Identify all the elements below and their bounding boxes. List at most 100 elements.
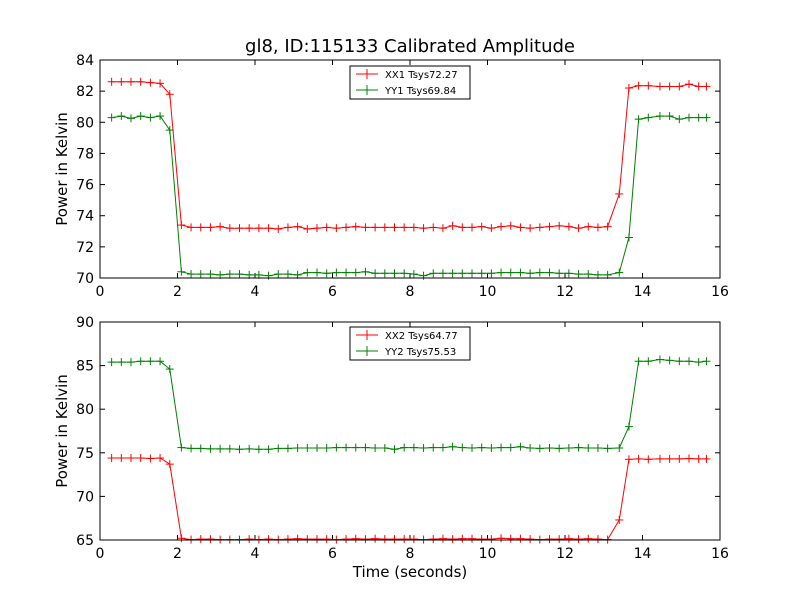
- bottom-chart-series-1-point: [206, 444, 215, 453]
- bottom-chart-series-0-point: [438, 534, 447, 543]
- top-chart-series-0-point: [429, 223, 438, 232]
- top-chart-legend-label-yy1: YY1 Tsys69.84: [384, 86, 456, 97]
- top-chart-series-0-point: [603, 222, 612, 231]
- bottom-chart-ticks: 0 2 4 6 8 10 12 14 16 65 70 75 80 85 90: [76, 315, 729, 562]
- top-chart-xtick-label: 0: [96, 284, 105, 300]
- top-chart-series-1-point: [127, 114, 135, 123]
- top-chart-series-0-point: [555, 221, 564, 230]
- top-chart-series-0-point: [593, 223, 602, 232]
- top-chart-legend-entry-yy1: YY1 Tsys69.84: [356, 85, 456, 97]
- top-chart-series-0-point: [694, 82, 703, 91]
- bottom-chart-series-0-point: [458, 534, 467, 543]
- bottom-chart-series-1-point: [136, 357, 145, 366]
- bottom-chart-series-0-point: [685, 454, 693, 463]
- bottom-chart-series-0-point: [107, 454, 116, 463]
- top-chart-series-0-point: [400, 223, 409, 232]
- bottom-chart-series-1-point: [702, 357, 711, 366]
- top-chart-series-1-point: [694, 113, 703, 122]
- bottom-chart-ytick-label: 85: [76, 359, 94, 375]
- top-chart-series-0-point: [107, 77, 116, 86]
- top-chart-series-1-point: [497, 268, 506, 277]
- bottom-chart-legend-box: [349, 326, 471, 361]
- top-chart-series-0-point: [409, 223, 418, 232]
- top-chart-series-1-point: [371, 269, 380, 278]
- top-chart-legend-box: [349, 65, 471, 100]
- bottom-chart-frame: [99, 321, 721, 541]
- bottom-chart-series-1-point: [477, 443, 486, 452]
- bottom-chart-series-1-point: [156, 357, 165, 366]
- bottom-chart-series-1-point: [615, 444, 624, 453]
- bottom-chart-series-1-point: [146, 357, 155, 366]
- top-chart-series-1-point: [225, 270, 234, 279]
- top-chart-series-1-point: [429, 269, 438, 278]
- top-chart-series-1-point: [574, 270, 583, 279]
- bottom-chart-series-1-point: [283, 444, 292, 453]
- top-chart-series-1-point: [634, 115, 643, 124]
- bottom-chart-series-1-point: [390, 445, 399, 454]
- top-chart-series-0-point: [468, 223, 476, 232]
- top-chart-series-1-point: [516, 268, 525, 277]
- bottom-chart-series-1-point: [458, 443, 467, 452]
- bottom-chart-xtick-label: 2: [173, 546, 182, 562]
- top-chart-series-0-point: [655, 82, 664, 91]
- bottom-chart-series: [107, 355, 711, 544]
- top-chart-ytick-label: 84: [76, 53, 94, 69]
- top-chart-series-1-point: [665, 112, 674, 121]
- top-chart-ytick-label: 72: [76, 240, 94, 256]
- top-chart-series-1-point: [361, 267, 370, 276]
- top-chart-series-0-point: [390, 223, 399, 232]
- bottom-chart-series-0-point: [380, 535, 389, 544]
- top-chart-title: gl8, ID:115133 Calibrated Amplitude: [245, 36, 575, 57]
- bottom-chart-series-1-point: [438, 443, 447, 452]
- bottom-chart-xtick-label: 12: [556, 546, 574, 562]
- top-chart-ytick-label: 78: [76, 146, 94, 162]
- bottom-chart-series-1-point: [644, 357, 653, 366]
- bottom-chart-series-0-point: [555, 535, 564, 544]
- top-chart-series-1-point: [624, 233, 633, 242]
- bottom-chart-series-1-point: [516, 442, 525, 451]
- top-chart-series-0-point: [196, 223, 205, 232]
- bottom-chart-series-1-point: [235, 445, 244, 454]
- bottom-chart-series-1-point: [574, 443, 583, 452]
- top-chart-series-1-point: [564, 269, 573, 278]
- bottom-chart-series-1-point: [655, 355, 664, 364]
- top-chart-series-0-point: [283, 223, 292, 232]
- bottom-chart-series-0-point: [487, 535, 496, 544]
- top-chart-legend-entry-xx1: XX1 Tsys72.27: [356, 69, 458, 81]
- bottom-chart-series-0-point: [448, 535, 457, 544]
- bottom-chart-series-0-point: [400, 535, 409, 544]
- top-chart-series-0-point: [458, 223, 467, 232]
- bottom-chart-series-1-point: [497, 443, 506, 452]
- bottom-chart-series-0-point: [468, 534, 476, 543]
- bottom-chart-series-0-point: [371, 534, 380, 543]
- top-chart-series-0-point: [303, 224, 312, 233]
- top-chart-xtick-label: 2: [173, 284, 182, 300]
- top-chart-series-1-point: [584, 270, 593, 279]
- bottom-chart-series-1-point: [400, 443, 409, 452]
- bottom-chart-series-0-point: [564, 534, 573, 543]
- bottom-chart-series-1-point: [274, 444, 283, 453]
- top-chart-series-0-point: [665, 82, 674, 91]
- top-chart-series-0-point: [235, 224, 244, 233]
- bottom-chart-series-0-point: [574, 535, 583, 544]
- bottom-chart-series-0-point: [245, 535, 254, 544]
- top-chart-series-1-point: [702, 113, 711, 122]
- bottom-chart-xtick-label: 10: [479, 546, 497, 562]
- bottom-chart-legend: XX2 Tsys64.77 YY2 Tsys75.53: [349, 326, 471, 361]
- top-chart-xtick-label: 4: [251, 284, 260, 300]
- top-chart-ytick-label: 70: [76, 271, 94, 287]
- bottom-chart-series-1-point: [225, 444, 234, 453]
- bottom-chart-series-1-point: [313, 444, 321, 453]
- top-chart-ytick-label: 80: [76, 115, 94, 131]
- bottom-chart-series-0-point: [675, 454, 684, 463]
- bottom-chart-series-0-point: [593, 535, 602, 544]
- top-chart-series-0-point: [487, 224, 496, 233]
- bottom-chart-xtick-label: 0: [96, 546, 105, 562]
- bottom-chart-series-1-point: [254, 445, 263, 454]
- bottom-chart-series-0-point: [313, 535, 321, 544]
- bottom-chart-series-1-point: [665, 356, 674, 365]
- top-chart-series-0-point: [361, 223, 370, 232]
- top-chart-series-0-point: [448, 221, 457, 230]
- bottom-chart-series-0-point: [615, 515, 624, 524]
- bottom-chart-series-0-point: [165, 460, 174, 469]
